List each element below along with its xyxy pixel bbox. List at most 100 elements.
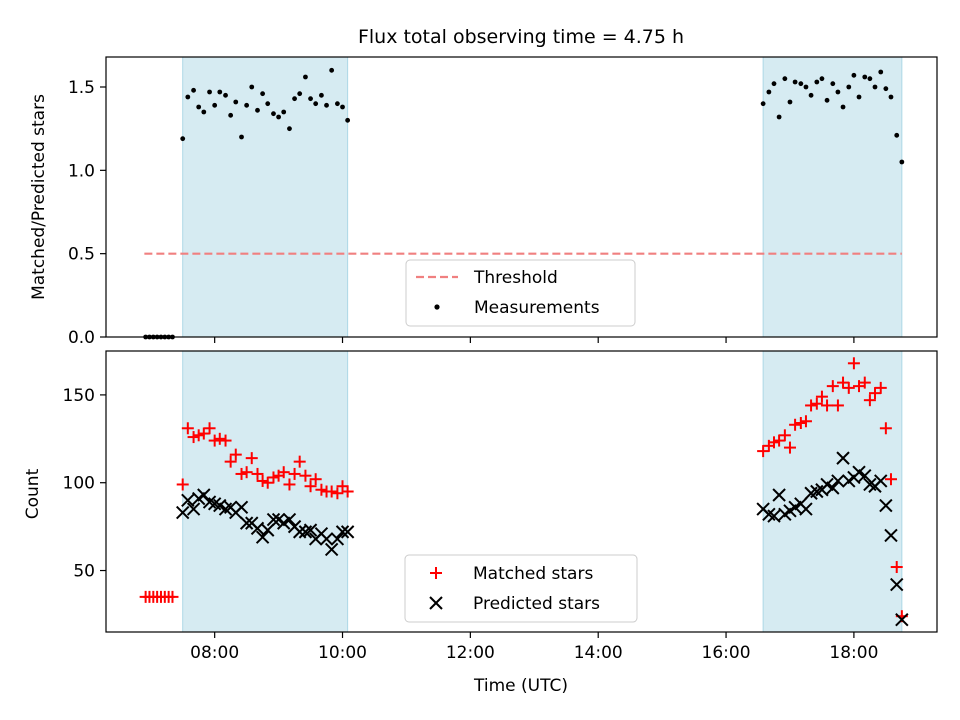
bottom-y-axis: 50 100 150 xyxy=(63,386,106,582)
predicted-star-point xyxy=(176,505,190,520)
measurement-point xyxy=(835,89,841,95)
top-y-tick-label: 0.5 xyxy=(68,245,95,265)
measurement-point xyxy=(824,97,830,103)
figure-title: Flux total observing time = 4.75 h xyxy=(358,26,684,48)
shaded-interval xyxy=(182,350,349,633)
predicted-star-point xyxy=(239,516,254,530)
measurement-point xyxy=(867,76,873,82)
predicted-star-point xyxy=(303,523,318,537)
measurement-point xyxy=(249,84,255,90)
measurement-point xyxy=(180,136,186,142)
matched-star-point xyxy=(325,485,338,498)
measurement-point xyxy=(787,99,793,105)
matched-star-point xyxy=(299,469,312,482)
measurement-point xyxy=(335,101,340,107)
matched-star-point xyxy=(831,399,844,412)
matched-star-point xyxy=(267,471,280,484)
matched-star-point xyxy=(251,467,264,480)
measurement-point xyxy=(830,81,836,87)
predicted-star-point xyxy=(884,528,898,543)
matched-star-point xyxy=(847,357,860,370)
predicted-star-point xyxy=(340,525,355,539)
legend-measurements-swatch xyxy=(434,304,440,310)
predicted-star-point xyxy=(266,512,281,527)
measurement-point xyxy=(899,159,905,165)
matched-star-point xyxy=(197,427,210,440)
bottom-x-tick-label: 08:00 xyxy=(190,643,239,663)
matched-star-point xyxy=(283,478,296,491)
top-plot-frame xyxy=(105,56,938,338)
matched-star-point xyxy=(884,473,897,486)
measurement-point xyxy=(287,126,292,132)
predicted-star-point xyxy=(324,542,339,557)
predicted-star-point xyxy=(799,502,813,516)
predicted-star-point xyxy=(895,612,909,627)
top-y-tick-label: 1.5 xyxy=(68,78,95,98)
measurement-point xyxy=(255,107,260,113)
bottom-x-tick-label: 12:00 xyxy=(446,643,495,663)
predicted-star-point xyxy=(767,509,781,523)
measurement-point xyxy=(297,91,303,97)
measurement-point xyxy=(856,94,862,100)
matched-star-point xyxy=(757,445,770,458)
top-legend-box xyxy=(405,259,636,327)
legend-predicted-label: Predicted stars xyxy=(473,594,600,614)
predicted-star-point xyxy=(826,481,840,495)
predicted-star-point xyxy=(335,525,350,539)
measurement-point xyxy=(260,91,266,97)
measurement-point xyxy=(201,109,207,115)
matched-star-point xyxy=(187,431,200,444)
predicted-star-point xyxy=(330,532,345,546)
legend-predicted-swatch xyxy=(429,596,443,610)
measurement-point xyxy=(883,86,889,92)
bottom-x-tick-label: 10:00 xyxy=(318,643,367,663)
predicted-star-point xyxy=(890,577,904,592)
matched-star-point xyxy=(229,448,242,461)
measurement-point xyxy=(281,109,287,115)
matched-star-point xyxy=(235,467,248,480)
bottom-x-axis-label: Time (UTC) xyxy=(473,676,568,696)
measurement-point xyxy=(313,101,319,107)
predicted-star-point xyxy=(261,523,275,537)
measurement-point xyxy=(766,89,772,95)
measurement-point xyxy=(292,96,297,102)
matched-star-point xyxy=(277,466,290,479)
measurement-point xyxy=(803,84,809,90)
matched-star-point xyxy=(794,417,807,430)
measurement-point xyxy=(771,81,777,87)
shaded-interval xyxy=(182,56,349,338)
matched-star-point xyxy=(192,429,205,442)
bottom-x-tick-label: 16:00 xyxy=(702,643,751,663)
predicted-star-point xyxy=(255,530,270,544)
measurement-point xyxy=(223,92,228,98)
measurement-point xyxy=(878,69,884,75)
shaded-interval xyxy=(762,56,903,338)
matched-star-point xyxy=(810,397,823,410)
matched-star-point xyxy=(799,415,812,428)
matched-star-point xyxy=(176,478,189,491)
measurement-point xyxy=(239,134,244,140)
measurement-point xyxy=(185,94,191,100)
top-y-tick-label: 0.0 xyxy=(68,328,95,348)
measurement-point xyxy=(228,112,234,118)
top-x-axis xyxy=(214,337,855,343)
matched-star-point xyxy=(863,394,876,407)
measurement-point xyxy=(846,84,852,90)
measurement-point xyxy=(840,104,846,110)
measurement-point xyxy=(217,89,223,95)
bottom-y-tick-label: 100 xyxy=(63,474,95,494)
measurement-point xyxy=(872,84,878,90)
matched-star-point xyxy=(789,418,802,431)
top-y-axis-label: Matched/Predicted stars xyxy=(29,94,49,300)
measurement-point xyxy=(212,102,218,108)
matched-star-point xyxy=(240,466,253,479)
predicted-star-point xyxy=(282,512,297,527)
bottom-y-tick-label: 150 xyxy=(63,386,95,406)
matched-star-point xyxy=(309,473,322,486)
measurement-point xyxy=(265,101,271,107)
matched-star-point xyxy=(773,434,786,447)
measurement-point xyxy=(319,92,324,98)
matched-star-point xyxy=(213,432,226,445)
legend-matched-label: Matched stars xyxy=(473,564,593,584)
